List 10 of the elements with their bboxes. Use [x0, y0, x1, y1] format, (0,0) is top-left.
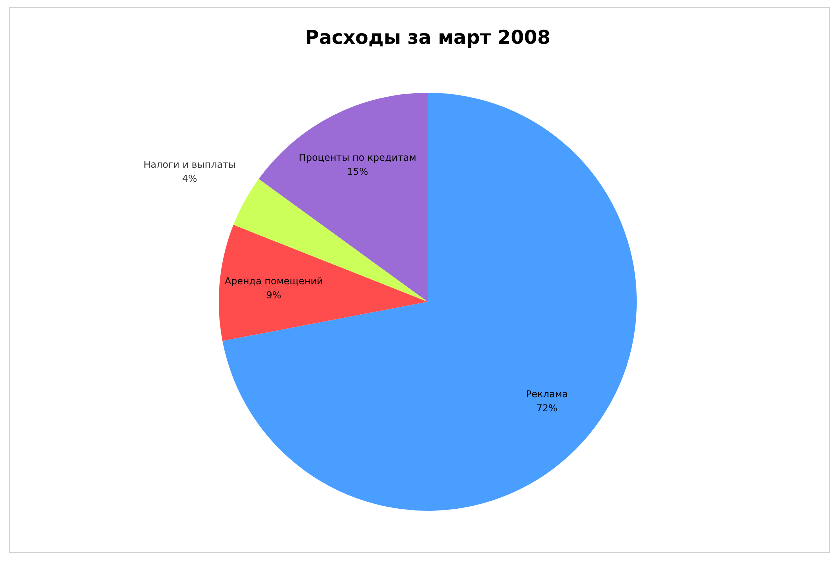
data-label: 9%: [266, 290, 282, 302]
data-label: 15%: [347, 167, 368, 178]
slice-label: Проценты по кредитам: [299, 153, 417, 164]
slice-label: Налоги и выплаты: [144, 160, 236, 172]
slice-label: Реклама: [526, 390, 568, 401]
data-label: 72%: [536, 404, 558, 415]
data-label: 4%: [182, 174, 198, 186]
slice-label: Аренда помещений: [224, 276, 324, 288]
chart-title: Расходы за март 2008: [305, 27, 551, 49]
pie-slice: [219, 225, 428, 342]
